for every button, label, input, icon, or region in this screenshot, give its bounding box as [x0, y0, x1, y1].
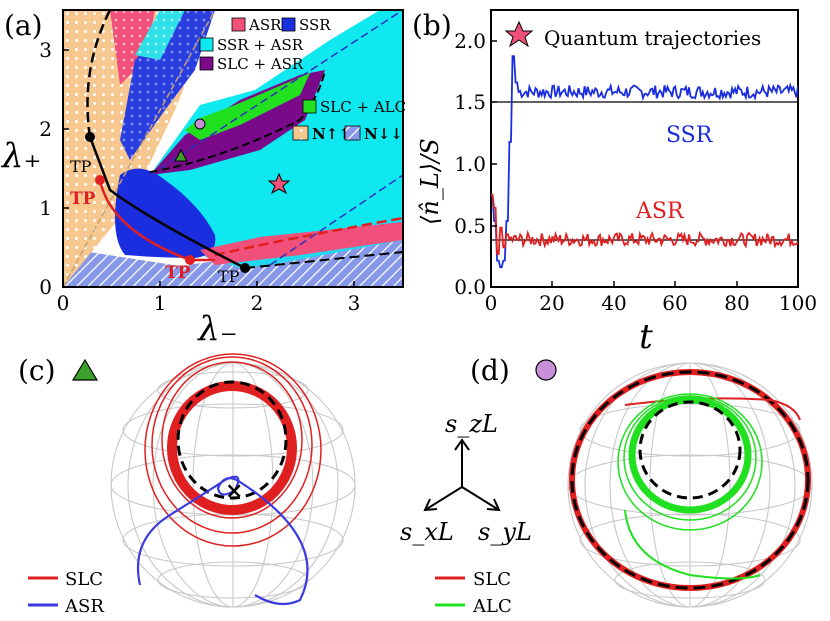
trajectory-slc-c	[144, 353, 322, 547]
legend-label: SSR	[299, 16, 331, 34]
star-icon	[504, 20, 534, 48]
x-tick: 1	[154, 291, 167, 315]
legend-swatch	[302, 99, 317, 114]
y-axis-label: λ₊	[0, 136, 42, 176]
star-marker	[267, 172, 291, 195]
legend-d: SLC ALC	[435, 569, 512, 617]
series-line-ssr	[491, 55, 798, 269]
legend-label: SLC + ALC	[320, 98, 406, 116]
y-tick: 1	[39, 196, 52, 220]
triangle-icon	[71, 358, 99, 381]
tp-label: TP	[218, 267, 240, 286]
legend-label: ASR	[248, 16, 282, 34]
y-tick: 1.0	[454, 152, 486, 176]
region-slc-alc	[185, 73, 310, 140]
y-tick: 3	[39, 38, 52, 62]
region-ssr-asr-upper	[135, 10, 185, 60]
region-asr-pink	[110, 10, 155, 85]
tp-label: TP	[165, 263, 191, 283]
y-tick: 0.0	[454, 275, 486, 299]
bloch-sphere-c	[110, 362, 356, 608]
tp-line-black	[88, 136, 246, 270]
legend-swatch	[344, 125, 361, 141]
circle-marker	[194, 118, 206, 130]
legend-label: SSR + ASR	[217, 36, 304, 54]
legend-swatch	[199, 37, 214, 52]
series-label-asr: ASR	[635, 199, 685, 224]
panel-d: (d) SLC ALC	[435, 354, 813, 617]
legend-label: SLC	[473, 569, 511, 590]
boundary-red-dashed	[214, 216, 403, 257]
x-axis-label: λ₋	[196, 309, 238, 349]
panel-b: 0 20 40 60 80 100 0.0 0.5 1.0 1.5 2.0 t …	[412, 9, 817, 357]
legend-label: ALC	[472, 596, 512, 617]
y-tick: 1.5	[454, 90, 486, 114]
tp-point	[185, 255, 195, 265]
series-line-asr	[491, 193, 798, 255]
legend-label: SLC	[65, 569, 103, 590]
axes-triad: s_zL s_xL s_yL	[400, 410, 532, 546]
x-axis-label: t	[639, 317, 653, 357]
trajectory-slc-d-tail	[624, 397, 801, 421]
y-tick: 0	[39, 275, 52, 299]
tp-point	[95, 175, 105, 185]
tp-point	[240, 263, 250, 273]
region-n-down-down-lower	[270, 240, 403, 287]
panel-label-b: (b)	[412, 9, 452, 42]
legend-swatch	[199, 56, 214, 71]
region-ssr-upper	[120, 10, 215, 160]
legend-a: ASR SSR SSR + ASR SLC + ASR SLC + ALC N↑…	[199, 16, 406, 143]
legend-swatch	[281, 17, 296, 32]
bloch-sphere-d	[567, 362, 813, 608]
panel-label-d: (d)	[470, 354, 510, 387]
legend-label: Quantum trajectories	[544, 26, 761, 50]
legend-c: SLC ASR	[28, 569, 104, 617]
trajectory-asr-c	[136, 475, 309, 606]
x-tick: 80	[724, 291, 749, 315]
legend-swatch	[231, 17, 246, 32]
tp-line-red	[98, 179, 215, 262]
legend-label: ASR	[64, 596, 104, 617]
tp-label: TP	[70, 157, 92, 176]
tp-point	[85, 132, 95, 142]
panel-c: (c) × SLC ASR	[18, 353, 356, 617]
legend-swatch	[292, 125, 309, 141]
axis-label-y: s_yL	[478, 518, 532, 546]
triangle-marker	[174, 148, 188, 162]
boundary-black-dashed	[86, 10, 112, 138]
x-tick: 20	[539, 291, 564, 315]
circle-icon	[535, 359, 557, 381]
x-tick: 100	[779, 291, 817, 315]
y-axis-label: ⟨n̂_L⟩/S	[416, 138, 444, 225]
tp-label: TP	[70, 189, 96, 209]
legend-label: SLC + ASR	[217, 55, 304, 73]
x-tick: 60	[662, 291, 687, 315]
boundary-blue-lower	[269, 174, 403, 266]
y-tick: 2.0	[454, 29, 486, 53]
boundary-blue	[149, 10, 403, 176]
trajectory-alc-d	[617, 393, 763, 531]
series-label-ssr: SSR	[666, 123, 714, 148]
panel-a: 0 1 2 3 0 1 2 3 λ₋ λ₊ (a) TP TP TP TP AS…	[0, 9, 406, 349]
x-tick: 0	[485, 291, 498, 315]
center-marker: ×	[225, 478, 243, 504]
trajectory-alc-d-tail	[624, 509, 761, 580]
axis-label-x: s_xL	[400, 518, 454, 546]
x-tick: 2	[251, 291, 264, 315]
legend-label: N↑↑	[312, 125, 351, 143]
x-tick: 3	[348, 291, 361, 315]
trajectory-slc-d-dashed	[570, 370, 810, 590]
axis-label-z: s_zL	[445, 410, 498, 438]
phase-regions	[63, 10, 403, 287]
boundary-black-dashed-2	[149, 69, 326, 173]
y-tick: 2	[39, 117, 52, 141]
panel-label-c: (c)	[18, 354, 56, 387]
x-tick: 40	[601, 291, 626, 315]
x-tick: 0	[57, 291, 70, 315]
legend-label: N↓↓	[364, 125, 403, 143]
boundary-tan	[63, 10, 216, 287]
y-tick: 0.5	[454, 214, 486, 238]
panel-label-a: (a)	[4, 9, 43, 42]
boundary-black-bottom	[244, 251, 403, 269]
